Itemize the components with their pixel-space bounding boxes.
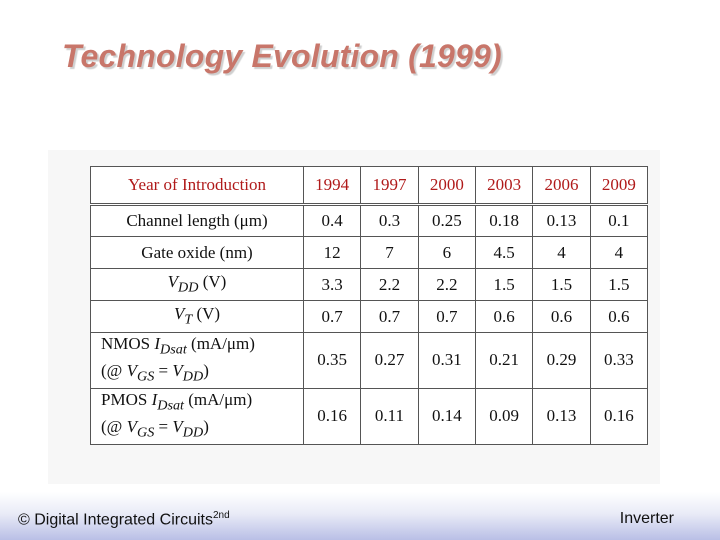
label-unit: (mA/μm) <box>183 389 253 409</box>
value-cell: 0.16 <box>589 387 649 445</box>
value-cell: 0.27 <box>360 332 419 389</box>
label-line-2: (@ VGS = VDD) <box>101 360 301 387</box>
label-symbol: V <box>172 361 183 381</box>
label-subscript: DD <box>182 368 204 385</box>
label-symbol: I <box>154 334 161 353</box>
label-subscript: DD <box>182 424 204 441</box>
value-cell: 0.6 <box>532 300 591 333</box>
label-line-1: NMOS IDsat (mA/μm) <box>101 333 301 360</box>
table-row: Channel length (μm) 0.4 0.3 0.25 0.18 0.… <box>90 204 649 237</box>
value-cell: 0.11 <box>360 387 419 445</box>
footer-edition: 2nd <box>212 510 230 521</box>
label-symbol: V <box>172 417 183 437</box>
label-symbol: V <box>126 417 137 437</box>
label-unit: (V) <box>192 304 221 324</box>
label-equals: = <box>154 417 173 437</box>
row-label: VDD (V) <box>90 268 304 301</box>
value-cell: 0.16 <box>302 387 362 445</box>
row-label: VT (V) <box>90 300 304 333</box>
footer-copyright: © Digital Integrated Circuits2nd <box>18 510 230 529</box>
label-subscript: Dsat <box>157 397 184 414</box>
label-prefix: PMOS <box>101 389 152 409</box>
label-prefix: (@ <box>101 361 127 381</box>
label-subscript: GS <box>136 368 155 385</box>
value-cell: 4.5 <box>474 236 534 269</box>
table-row: NMOS IDsat (mA/μm) (@ VGS = VDD) 0.35 0.… <box>90 332 649 389</box>
label-symbol: V <box>167 272 179 292</box>
year-cell: 2000 <box>417 166 476 206</box>
value-cell: 0.7 <box>360 300 419 333</box>
value-cell: 0.13 <box>532 204 591 237</box>
label-prefix: (@ <box>101 417 127 437</box>
label-symbol: V <box>173 304 185 324</box>
value-cell: 1.5 <box>589 268 649 301</box>
value-cell: 6 <box>417 236 476 269</box>
value-cell: 2.2 <box>417 268 476 301</box>
value-cell: 0.31 <box>417 332 476 389</box>
label-subscript: T <box>184 311 193 328</box>
label-suffix: ) <box>203 417 209 437</box>
table-row: VDD (V) 3.3 2.2 2.2 1.5 1.5 1.5 <box>90 268 649 301</box>
year-cell: 1994 <box>302 166 362 206</box>
value-cell: 0.1 <box>589 204 649 237</box>
year-cell: 1997 <box>360 166 419 206</box>
label-subscript: GS <box>136 424 155 441</box>
row-label: NMOS IDsat (mA/μm) (@ VGS = VDD) <box>90 332 304 389</box>
value-cell: 12 <box>302 236 362 269</box>
label-line-1: PMOS IDsat (mA/μm) <box>101 389 301 416</box>
footer-copyright-text: © Digital Integrated Circuits <box>18 511 213 529</box>
value-cell: 0.4 <box>302 204 362 237</box>
value-cell: 0.14 <box>417 387 476 445</box>
value-cell: 7 <box>360 236 419 269</box>
label-unit: (V) <box>198 272 227 292</box>
label-symbol: V <box>126 361 137 381</box>
technology-table: Year of Introduction 1994 1997 2000 2003… <box>90 166 649 445</box>
value-cell: 0.09 <box>474 387 534 445</box>
value-cell: 3.3 <box>302 268 362 301</box>
label-suffix: ) <box>203 361 209 381</box>
value-cell: 0.3 <box>360 204 419 237</box>
footer-chapter: Inverter <box>619 510 674 527</box>
value-cell: 0.6 <box>589 300 649 333</box>
table-row: Gate oxide (nm) 12 7 6 4.5 4 4 <box>90 236 649 269</box>
label-subscript: DD <box>178 279 199 296</box>
row-label: Channel length (μm) <box>90 204 304 237</box>
year-cell: 2009 <box>589 166 649 206</box>
label-unit: (mA/μm) <box>186 334 255 353</box>
label-symbol: I <box>151 389 158 409</box>
value-cell: 1.5 <box>532 268 591 301</box>
value-cell: 0.33 <box>589 332 649 389</box>
table-header-row: Year of Introduction 1994 1997 2000 2003… <box>90 166 649 206</box>
header-label: Year of Introduction <box>90 166 304 206</box>
row-label: Gate oxide (nm) <box>90 236 304 269</box>
value-cell: 0.7 <box>302 300 362 333</box>
label-subscript: Dsat <box>160 341 187 358</box>
label-equals: = <box>154 361 173 381</box>
value-cell: 0.21 <box>474 332 534 389</box>
value-cell: 0.13 <box>532 387 591 445</box>
value-cell: 0.7 <box>417 300 476 333</box>
value-cell: 1.5 <box>474 268 534 301</box>
footer-band <box>0 492 720 540</box>
value-cell: 4 <box>532 236 591 269</box>
year-cell: 2003 <box>474 166 534 206</box>
label-prefix: NMOS <box>101 334 155 353</box>
value-cell: 2.2 <box>360 268 419 301</box>
value-cell: 0.25 <box>417 204 476 237</box>
value-cell: 0.29 <box>532 332 591 389</box>
value-cell: 0.6 <box>474 300 534 333</box>
slide-title: Technology Evolution (1999) <box>62 38 502 74</box>
table-row: VT (V) 0.7 0.7 0.7 0.6 0.6 0.6 <box>90 300 649 333</box>
table-row: PMOS IDsat (mA/μm) (@ VGS = VDD) 0.16 0.… <box>90 387 649 445</box>
value-cell: 0.35 <box>302 332 362 389</box>
row-label: PMOS IDsat (mA/μm) (@ VGS = VDD) <box>90 387 304 445</box>
value-cell: 0.18 <box>474 204 534 237</box>
value-cell: 4 <box>589 236 649 269</box>
label-line-2: (@ VGS = VDD) <box>101 416 301 443</box>
year-cell: 2006 <box>532 166 591 206</box>
